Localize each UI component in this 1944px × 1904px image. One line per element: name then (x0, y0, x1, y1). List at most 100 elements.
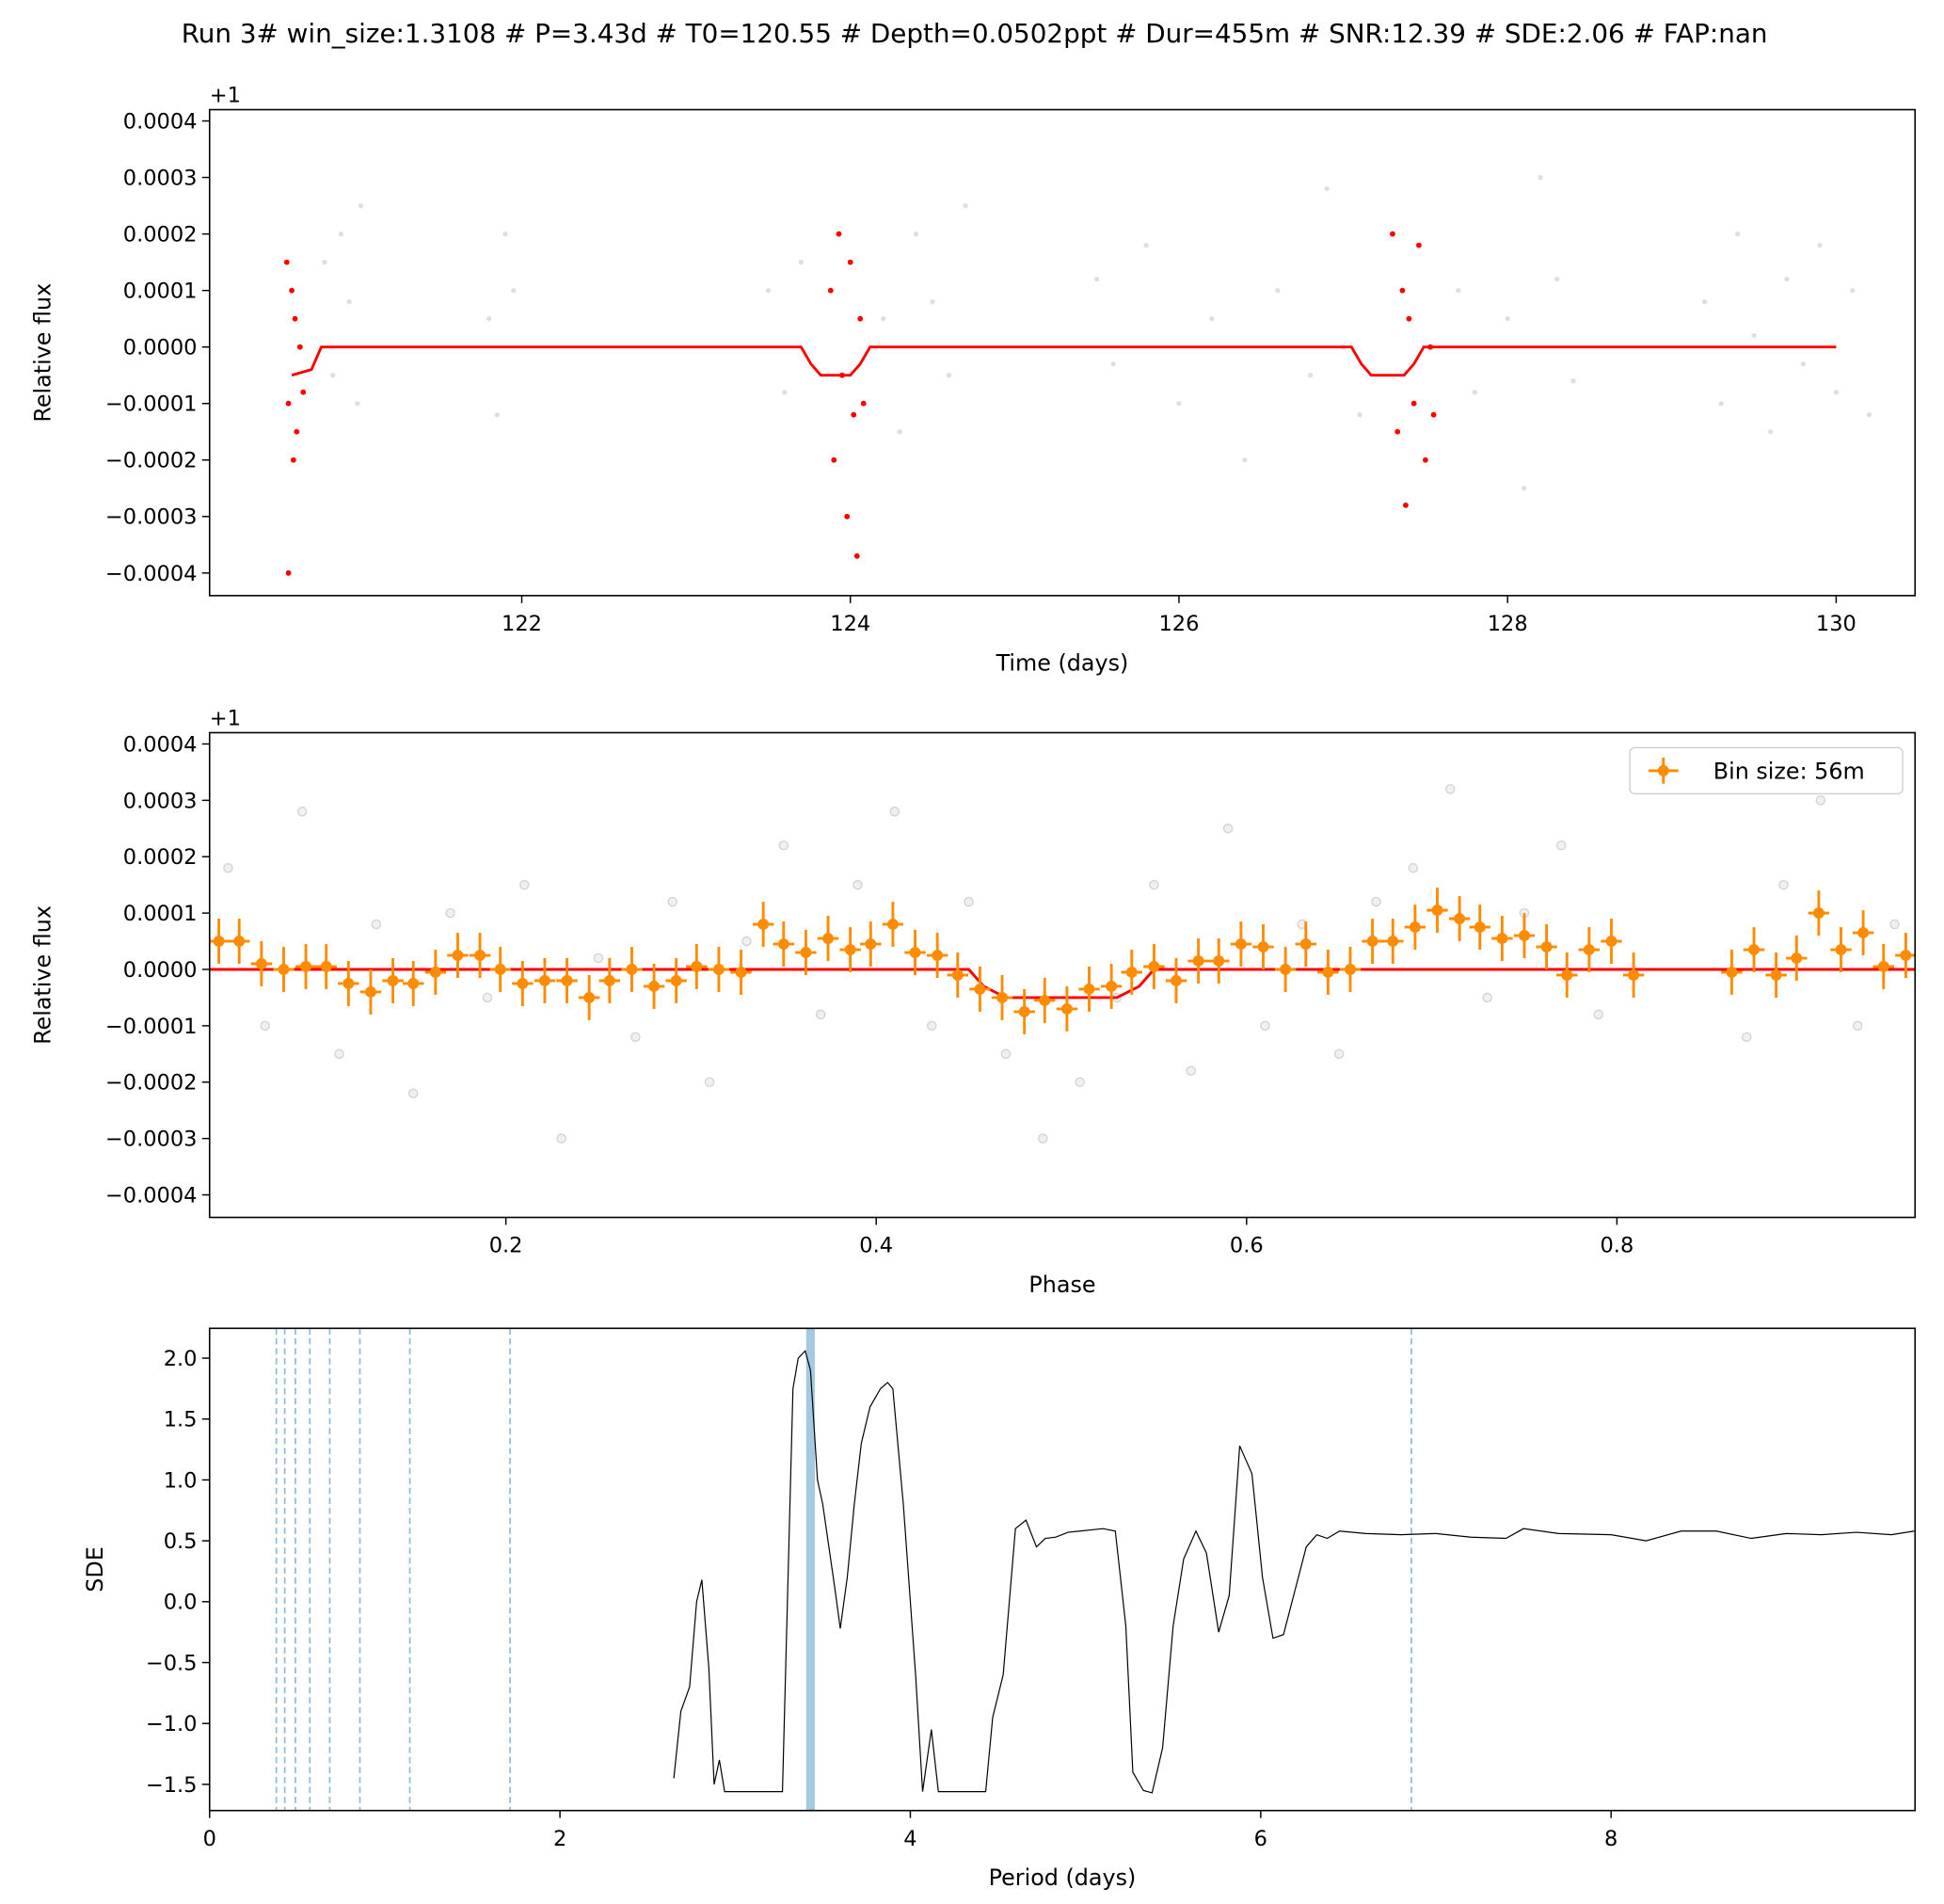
y-tick-label: −0.5 (146, 1651, 198, 1675)
bin-point (343, 978, 355, 989)
bin-point (1561, 969, 1573, 981)
data-point (1751, 333, 1757, 339)
data-point (1889, 919, 1900, 930)
y-tick-label: 0.5 (164, 1529, 198, 1554)
data-point (704, 1077, 715, 1088)
bin-point (1605, 936, 1617, 948)
bin-point (233, 936, 246, 948)
bin-point (603, 975, 615, 986)
data-point (482, 992, 493, 1003)
data-point (1075, 1077, 1085, 1088)
bin-point (670, 975, 682, 986)
data-point (1852, 1020, 1863, 1032)
data-point (290, 456, 296, 463)
data-point (741, 936, 752, 947)
bin-point (1877, 961, 1889, 972)
data-point (1767, 429, 1774, 435)
data-point (798, 259, 804, 265)
bin-point (1060, 1002, 1073, 1015)
bin-point (1900, 950, 1912, 961)
bin-point (1125, 967, 1138, 978)
data-point (782, 390, 788, 395)
data-point (1371, 896, 1381, 907)
bin-point (1835, 944, 1847, 956)
data-point (1554, 276, 1560, 282)
data-point (355, 401, 360, 407)
data-point (881, 316, 886, 322)
x-tick-label: 4 (903, 1827, 916, 1851)
axes-frame (208, 1327, 1917, 1812)
data-point (1275, 287, 1281, 294)
data-point (556, 1133, 566, 1144)
bin-point (300, 961, 312, 972)
data-point (260, 1020, 271, 1032)
bin-point (865, 938, 877, 951)
data-point (1472, 390, 1477, 395)
data-point (1538, 174, 1543, 181)
data-point (346, 298, 352, 305)
bin-point (626, 964, 638, 975)
data-point (338, 231, 344, 237)
y-tick-label: −0.0003 (105, 1128, 198, 1152)
legend-box (1629, 746, 1904, 795)
x-tick-label: 0.8 (1600, 1234, 1633, 1258)
x-tick-label: 122 (502, 612, 542, 636)
axes-frame (208, 108, 1917, 597)
data-point (1815, 795, 1826, 806)
x-tick-label: 124 (830, 612, 870, 636)
data-point (1094, 276, 1100, 282)
data-point (1505, 316, 1510, 322)
x-tick-label: 128 (1488, 612, 1528, 636)
bin-point (387, 975, 399, 986)
x-tick-label: 0 (203, 1827, 216, 1851)
data-point (296, 344, 303, 350)
x-axis-label: Period (days) (989, 1864, 1137, 1891)
data-point (1430, 411, 1437, 418)
bin-point (517, 978, 529, 989)
data-line (291, 345, 1837, 377)
data-point (494, 412, 500, 418)
legend-label: Bin size: 56m (1713, 758, 1865, 784)
data-point (407, 1088, 419, 1099)
data-point (1110, 361, 1116, 367)
bin-point (1235, 938, 1247, 951)
data-point (964, 896, 974, 907)
data-point (847, 259, 853, 265)
data-point (630, 1032, 641, 1043)
data-point (1209, 316, 1215, 322)
data-point (1800, 361, 1807, 367)
data-point (853, 552, 860, 559)
bin-point (909, 947, 921, 958)
bin-point (712, 964, 725, 975)
y-tick-label: 0.0002 (123, 845, 198, 870)
data-line (673, 1350, 1915, 1794)
data-point (1242, 457, 1248, 463)
bin-point (932, 950, 944, 961)
bin-point (494, 964, 506, 975)
data-point (322, 259, 327, 265)
bin-point (1192, 955, 1204, 967)
bin-point (822, 933, 834, 945)
y-tick-label: 0.0003 (123, 789, 198, 813)
bin-point (1770, 969, 1782, 981)
x-tick-label: 126 (1158, 612, 1199, 636)
data-point (1456, 287, 1461, 294)
y-tick-label: 0.0003 (123, 166, 198, 190)
data-point (1176, 401, 1182, 407)
y-tick-label: −1.0 (146, 1712, 198, 1736)
data-point (1324, 185, 1330, 192)
data-point (502, 231, 508, 237)
y-axis-label: Relative flux (29, 283, 56, 423)
offset-label: +1 (210, 84, 241, 108)
bin-point (886, 919, 899, 931)
x-tick-label: 0.4 (859, 1234, 893, 1258)
data-point (1143, 242, 1149, 248)
bin-point (1299, 938, 1312, 951)
bin-point (1431, 904, 1443, 917)
bin-point (278, 964, 290, 975)
data-point (930, 298, 935, 305)
data-point (1308, 373, 1314, 378)
data-point (1817, 242, 1823, 248)
